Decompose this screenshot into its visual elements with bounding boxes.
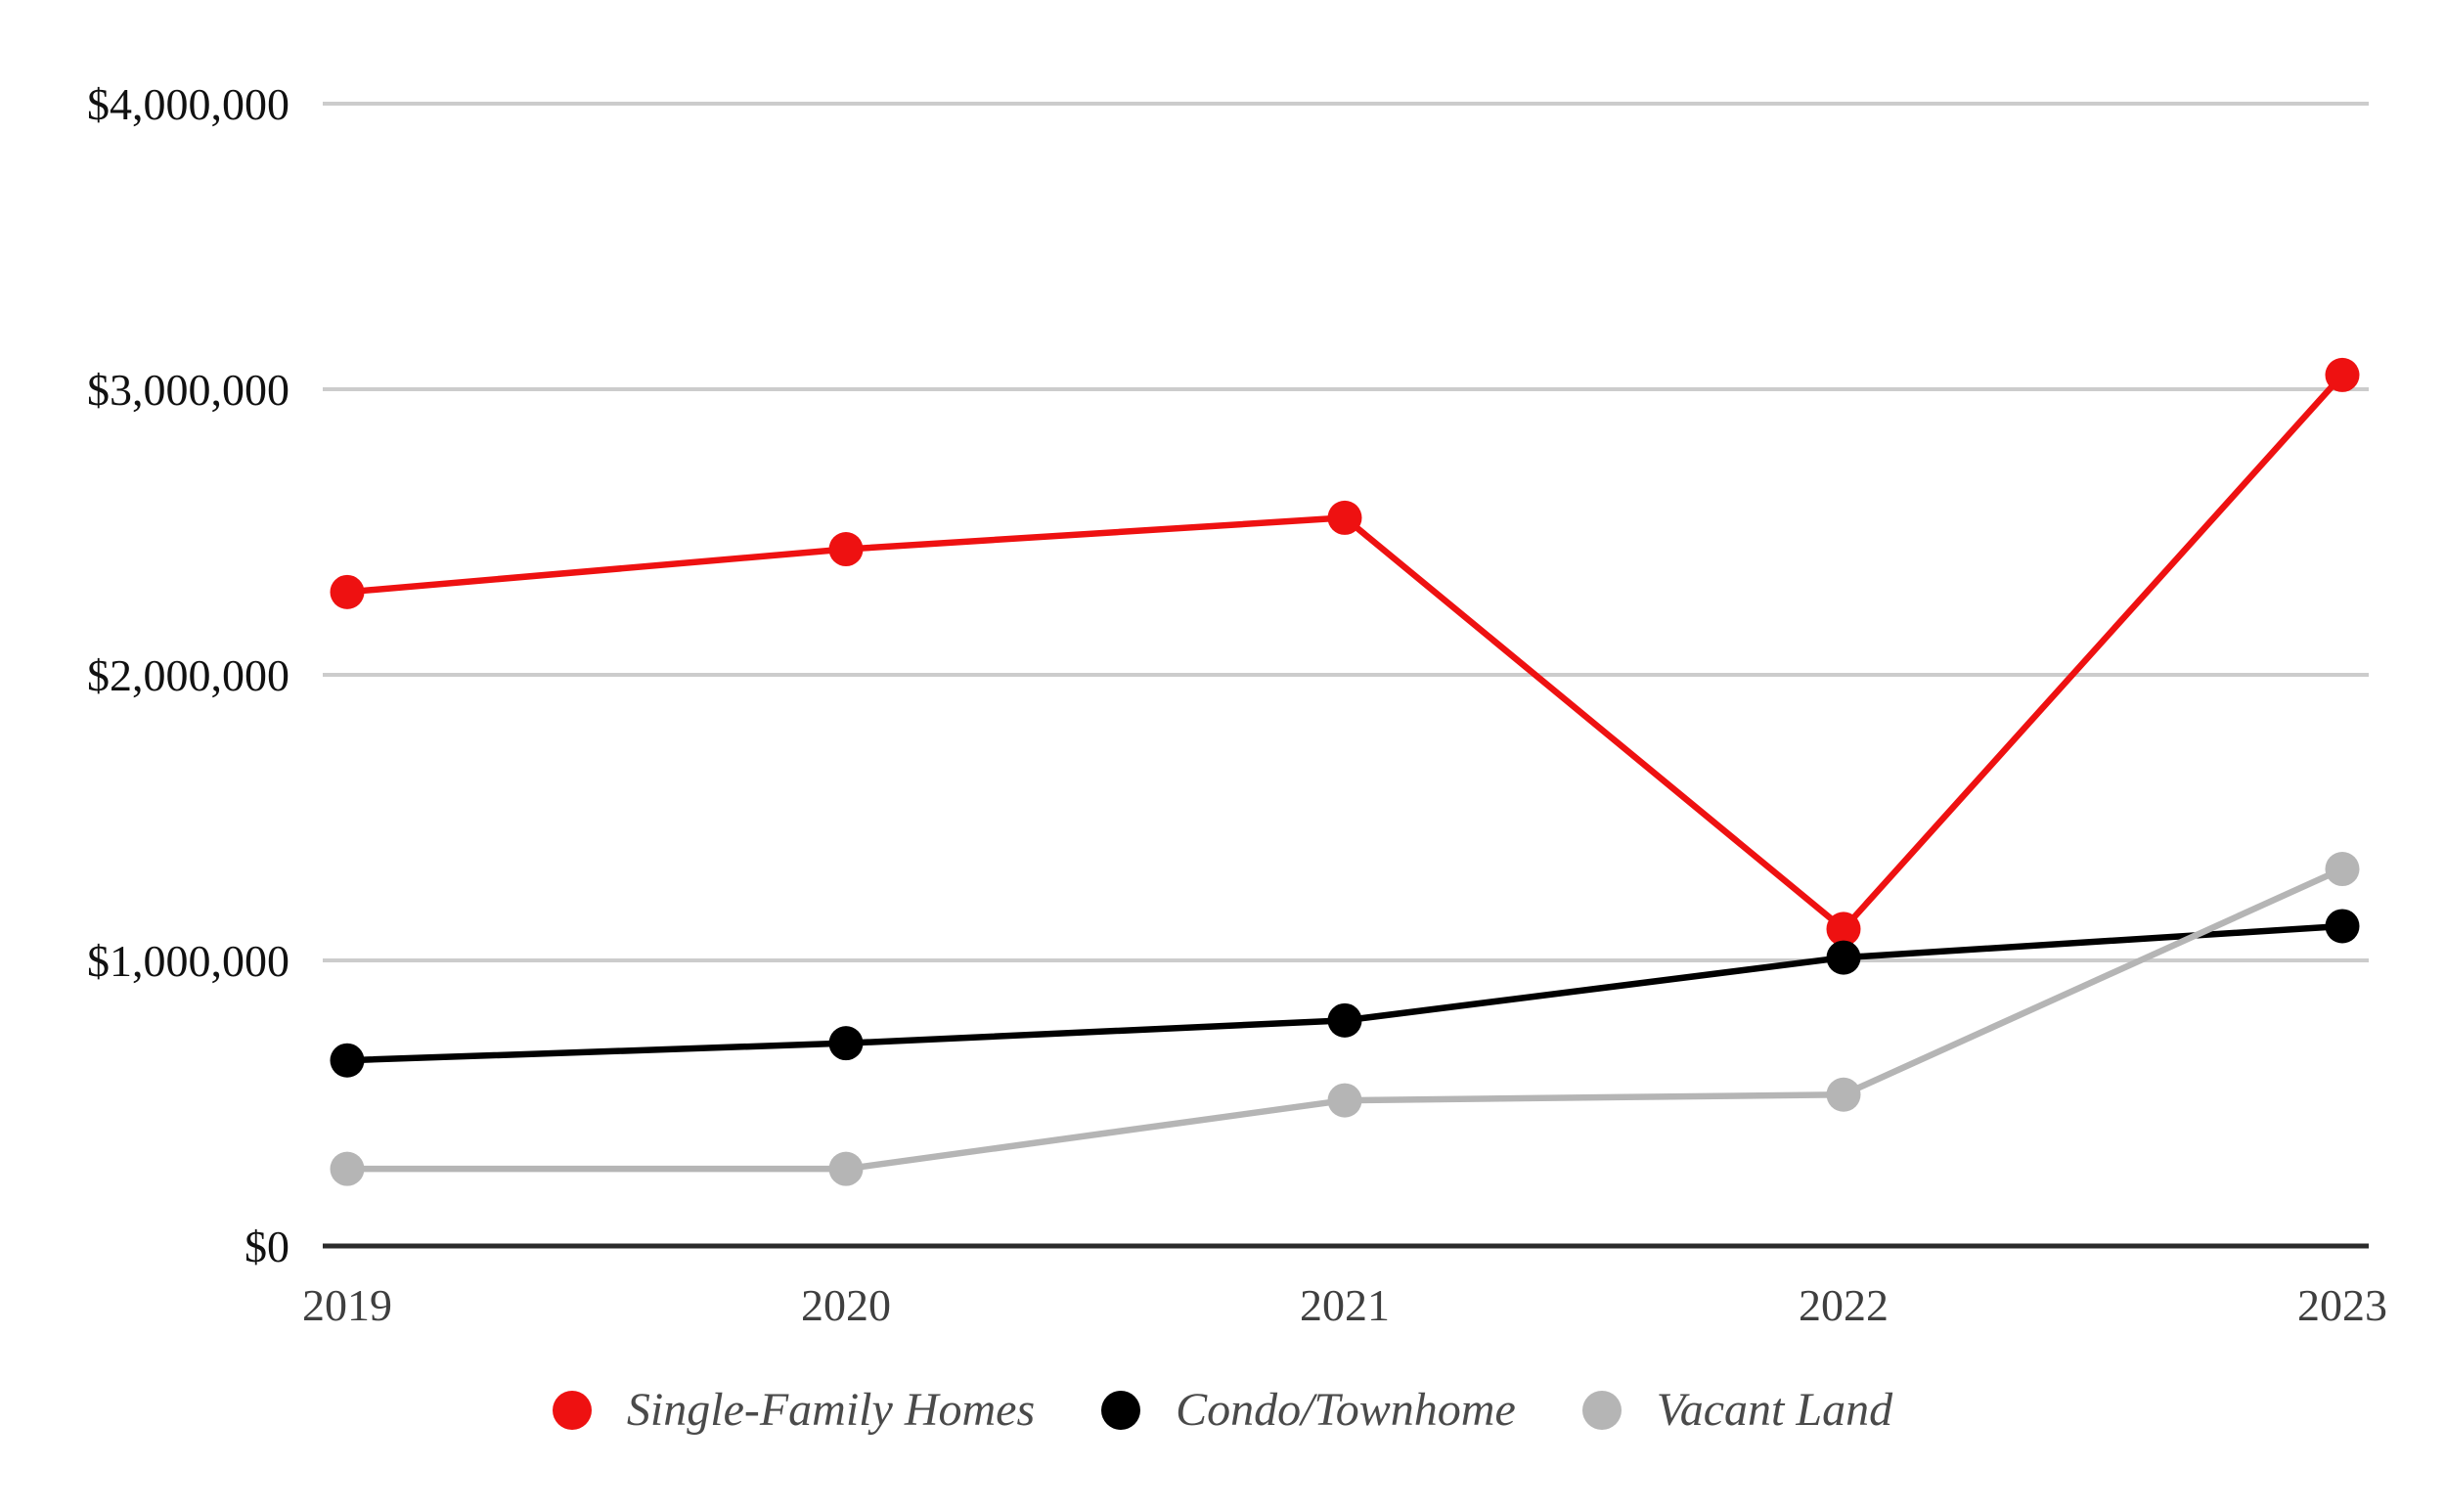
legend-label-vacant-land: Vacant Land	[1656, 1384, 1893, 1436]
data-point-single-family-homes-2020	[828, 532, 864, 567]
data-point-vacant-land-2019	[330, 1151, 365, 1186]
vacant-land-marker-icon	[1581, 1391, 1622, 1430]
y-axis-tick-label: $2,000,000	[87, 650, 289, 700]
data-point-single-family-homes-2023	[2325, 357, 2360, 392]
chart-legend: Single-Family Homes Condo/Townhome Vacan…	[0, 1387, 2445, 1434]
legend-item-single-family-homes: Single-Family Homes	[552, 1384, 1036, 1436]
data-point-vacant-land-2023	[2325, 852, 2360, 887]
y-axis-tick-label: $1,000,000	[87, 936, 289, 986]
condo-townhome-marker-icon	[1101, 1391, 1141, 1430]
data-point-vacant-land-2021	[1327, 1083, 1362, 1118]
data-point-vacant-land-2020	[828, 1151, 864, 1186]
line-chart: $0 $1,000,000 $2,000,000 $3,000,000 $4,000,0…	[87, 79, 2387, 1330]
legend-item-condo-townhome: Condo/Townhome	[1101, 1387, 1516, 1434]
x-axis-tick-label: 2022	[1799, 1280, 1889, 1330]
line-chart-canvas: $0 $1,000,000 $2,000,000 $3,000,000 $4,000,0…	[87, 79, 2387, 1330]
x-axis-tick-label: 2019	[302, 1280, 392, 1330]
x-axis-tick-label: 2020	[801, 1280, 891, 1330]
x-axis-tick-label: 2023	[2297, 1280, 2387, 1330]
data-point-condo-townhome-2022	[1826, 940, 1861, 975]
data-point-vacant-land-2022	[1826, 1077, 1861, 1112]
y-axis-tick-label: $0	[244, 1222, 289, 1271]
data-point-condo-townhome-2021	[1327, 1002, 1362, 1038]
data-point-single-family-homes-2021	[1327, 500, 1362, 535]
legend-item-vacant-land: Vacant Land	[1581, 1384, 1893, 1436]
single-family-homes-marker-icon	[552, 1391, 592, 1430]
data-point-condo-townhome-2019	[330, 1043, 365, 1078]
data-point-condo-townhome-2023	[2325, 909, 2360, 944]
x-axis-tick-label: 2021	[1300, 1280, 1390, 1330]
legend-label-condo-townhome: Condo/Townhome	[1176, 1384, 1516, 1436]
data-point-single-family-homes-2019	[330, 574, 365, 609]
y-axis-tick-label: $3,000,000	[87, 365, 289, 415]
series-line-condo-townhome	[343, 922, 2346, 1064]
data-point-single-family-homes-2022	[1826, 912, 1861, 947]
y-axis-tick-label: $4,000,000	[87, 79, 289, 129]
series-line-single-family-homes	[343, 372, 2346, 933]
legend-label-single-family-homes: Single-Family Homes	[626, 1384, 1036, 1436]
data-point-condo-townhome-2020	[828, 1026, 864, 1061]
